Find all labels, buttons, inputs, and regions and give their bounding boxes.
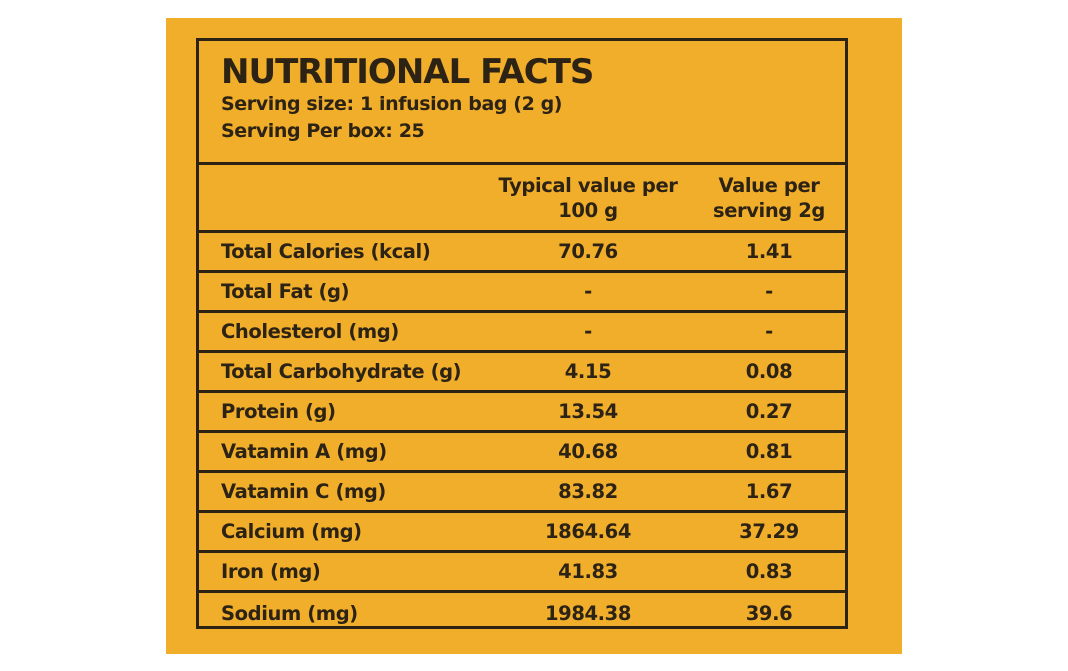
per-100g-column-header: Typical value per 100 g [477,173,699,223]
nutrient-name: Protein (g) [221,400,336,423]
value-per-100g: 1864.64 [544,520,632,543]
value-per-serving: 37.29 [739,520,799,543]
value-per-100g: - [584,280,592,303]
value-per-100g: 1984.38 [544,601,632,625]
value-per-100g: 40.68 [558,440,618,463]
value-per-100g: 41.83 [558,560,618,583]
table-row: Calcium (mg) 1864.64 37.29 [199,513,845,553]
value-per-serving: 39.6 [745,601,793,625]
table-row: Vatamin A (mg) 40.68 0.81 [199,433,845,473]
table-row: Total Carbohydrate (g) 4.15 0.08 [199,353,845,393]
value-per-100g: - [584,320,592,343]
table-row: Sodium (mg) 1984.38 39.6 [199,593,845,633]
table-row: Protein (g) 13.54 0.27 [199,393,845,433]
nutrition-label-card: NUTRITIONAL FACTS Serving size: 1 infusi… [166,18,902,654]
table-row: Total Fat (g) - - [199,273,845,313]
servings-per-box: Serving Per box: 25 [221,120,425,142]
value-per-serving: 0.81 [745,440,793,463]
value-per-serving: 1.67 [745,480,793,503]
nutrient-name: Total Calories (kcal) [221,240,431,263]
label-title: NUTRITIONAL FACTS [221,52,594,92]
nutrient-name: Total Carbohydrate (g) [221,360,462,383]
per-100g-header-line1: Typical value per [498,173,678,197]
value-per-100g: 83.82 [558,480,618,503]
nutrition-facts-panel: NUTRITIONAL FACTS Serving size: 1 infusi… [196,38,848,629]
nutrient-name: Iron (mg) [221,560,321,583]
label-header: NUTRITIONAL FACTS Serving size: 1 infusi… [199,41,845,165]
nutrient-name: Vatamin C (mg) [221,480,386,503]
serving-size: Serving size: 1 infusion bag (2 g) [221,93,563,115]
table-row: Cholesterol (mg) - - [199,313,845,353]
nutrient-name: Cholesterol (mg) [221,320,399,343]
per-100g-header-line2: 100 g [558,198,618,222]
value-per-serving: - [765,280,773,303]
column-header-row: Typical value per 100 g Value per servin… [199,165,845,233]
value-per-serving: - [765,320,773,343]
value-per-serving: 1.41 [745,240,793,263]
nutrient-name: Total Fat (g) [221,280,350,303]
per-serving-column-header: Value per serving 2g [699,173,839,223]
per-serving-header-line1: Value per [718,173,820,197]
value-per-serving: 0.27 [745,400,793,423]
value-per-100g: 13.54 [558,400,618,423]
value-per-serving: 0.83 [745,560,793,583]
table-row: Vatamin C (mg) 83.82 1.67 [199,473,845,513]
nutrient-name: Sodium (mg) [221,601,358,625]
nutrient-name: Vatamin A (mg) [221,440,387,463]
table-row: Total Calories (kcal) 70.76 1.41 [199,233,845,273]
nutrient-name: Calcium (mg) [221,520,362,543]
value-per-serving: 0.08 [745,360,793,383]
value-per-100g: 4.15 [564,360,612,383]
table-row: Iron (mg) 41.83 0.83 [199,553,845,593]
per-serving-header-line2: serving 2g [712,198,825,222]
value-per-100g: 70.76 [558,240,618,263]
